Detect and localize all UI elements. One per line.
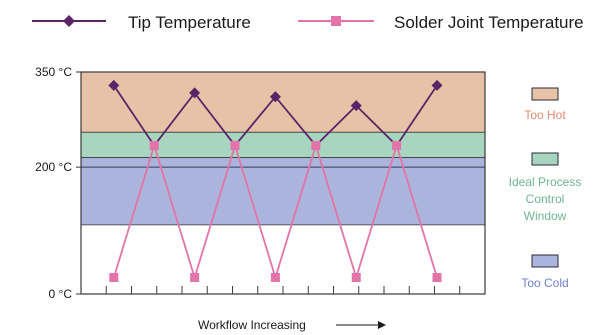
tip-point [269,91,281,103]
tip-point [431,79,443,91]
legend-square-marker-icon [331,16,341,26]
legend-item-solder-joint: Solder Joint Temperature [298,13,584,32]
zone-label-1: Ideal Process [509,175,582,189]
zone-label-2: Too Cold [521,276,568,290]
series-markers [108,79,443,283]
tip-point [350,100,362,112]
y-tick-label: 0 °C [49,287,73,301]
y-tick-label: 350 °C [35,65,72,79]
zone-band-0 [80,71,486,133]
solder-point [149,141,159,151]
zone-band-2 [80,157,486,226]
legend: Tip Temperature Solder Joint Temperature [32,13,584,32]
legend-label-solder: Solder Joint Temperature [394,13,584,32]
tip-point [108,79,120,91]
legend-label-tip: Tip Temperature [128,13,251,32]
zone-bands [80,71,486,226]
zone-swatch-0 [531,87,559,101]
solder-point [392,141,402,151]
solder-point [432,273,442,283]
legend-item-tip-temperature: Tip Temperature [32,13,251,32]
solder-point [311,141,321,151]
solder-point [109,273,119,283]
zone-band-1 [80,131,486,159]
solder-point [351,273,361,283]
x-axis-title-group: Workflow Increasing [198,318,386,332]
solder-point [190,273,200,283]
zone-label-1: Control [526,192,565,206]
x-axis-ticks [105,286,461,294]
zone-label-1: Window [524,209,567,223]
zone-label-0: Too Hot [524,108,566,122]
legend-diamond-marker-icon [63,15,75,27]
solder-point [270,273,280,283]
arrow-right-icon [378,321,386,329]
plot-area: 0 °C 200 °C 350 °C [35,65,486,301]
x-axis-title: Workflow Increasing [198,318,306,332]
solder-point [230,141,240,151]
y-tick-label: 200 °C [35,160,72,174]
zone-legend: Too Hot Ideal Process Control Window Too Col… [509,87,582,290]
zone-swatch-2 [531,254,559,268]
zone-swatch-1 [531,152,559,166]
y-axis-ticks: 0 °C 200 °C 350 °C [35,65,81,301]
tip-point [189,87,201,99]
